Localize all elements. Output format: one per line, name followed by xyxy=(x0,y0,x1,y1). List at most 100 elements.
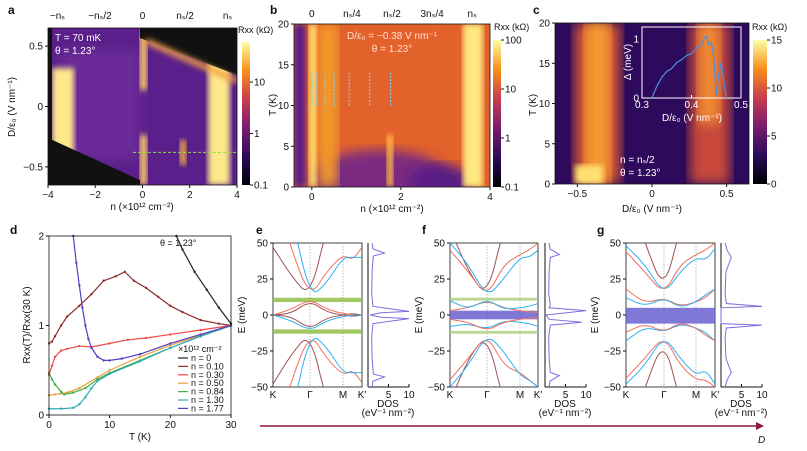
legend-entry: n = 0.50 xyxy=(191,378,224,388)
k-label-f: Γ xyxy=(484,390,490,401)
legend-entry: n = 1.30 xyxy=(191,395,224,405)
data-point xyxy=(138,360,142,363)
data-point xyxy=(108,359,111,362)
inset-y-tick-label: 0 xyxy=(633,94,639,105)
y-tick-g-label: −50 xyxy=(604,383,621,394)
series-line-6 xyxy=(72,235,232,362)
panel-label-e: e xyxy=(256,223,263,237)
data-point xyxy=(199,328,202,332)
k-label-f: K xyxy=(447,390,454,401)
colorbar-tick-label-c: 10 xyxy=(771,84,783,95)
x-tick-b-label: 2 xyxy=(398,192,404,203)
data-point xyxy=(144,336,148,340)
y-tick-f-label: −50 xyxy=(428,383,445,394)
data-point xyxy=(123,270,127,273)
y-tick-d-label: 0 xyxy=(38,411,44,422)
heatmap-b xyxy=(294,24,490,187)
x-axis-label-b: n (×10¹² cm⁻²) xyxy=(360,204,423,215)
y-tick-a-label: 0.5 xyxy=(29,42,43,53)
colorbar-label-a: Rxx (kΩ) xyxy=(238,25,273,35)
band-line-2 xyxy=(450,243,538,291)
y-axis-label-g: E (meV) xyxy=(590,297,601,334)
data-point xyxy=(90,292,93,296)
y-axis-label-a: D/ε₀ (V nm⁻¹) xyxy=(7,77,18,137)
y-axis-label-b: T (K) xyxy=(268,94,279,116)
colorbar-tick-label-c: 15 xyxy=(771,36,783,47)
panel-label-f: f xyxy=(422,223,427,237)
data-point xyxy=(96,355,99,359)
data-point xyxy=(199,318,202,322)
x-tick-a-label: 4 xyxy=(234,190,240,201)
axes: −4 −2 0 2 4 −0.5 0 0.5 −nₛ −nₛ/2 0 nₛ/2 nₛ n (×10¹² c… xyxy=(7,9,783,443)
annotation-b-0: D/ε₀ = −0.38 V nm⁻¹ xyxy=(347,31,438,42)
legend-entry: n = 0 xyxy=(191,353,211,363)
y-axis-label-c: T (K) xyxy=(528,94,539,116)
band-line-8 xyxy=(626,288,715,307)
bands-f xyxy=(450,243,538,387)
data-point xyxy=(84,386,87,390)
data-point xyxy=(169,342,172,345)
y-tick-g-label: −25 xyxy=(604,347,621,358)
band-line-1 xyxy=(644,351,678,387)
band-line-7 xyxy=(450,320,538,329)
data-point xyxy=(157,295,160,299)
y-tick-c-label: 15 xyxy=(539,59,551,70)
dos-unit-g: (eV⁻¹ nm⁻²) xyxy=(715,408,768,419)
data-point xyxy=(78,304,81,308)
y-tick-e-label: 50 xyxy=(257,239,269,250)
x-tick-b-label: 0 xyxy=(309,192,315,203)
data-point xyxy=(169,333,172,336)
data-point xyxy=(114,275,117,278)
data-point xyxy=(87,337,90,341)
colorbar-label-b: Rxx (kΩ) xyxy=(494,22,529,32)
band-line-5 xyxy=(626,341,715,385)
k-label-e: K xyxy=(270,390,277,401)
top-tick-a: −nₛ/2 xyxy=(88,11,112,22)
data-point xyxy=(53,393,57,396)
band-line-8 xyxy=(450,300,538,310)
x-tick-b-label: 4 xyxy=(487,192,493,203)
dos-curve-f xyxy=(545,242,587,388)
data-point xyxy=(78,284,81,287)
data-point xyxy=(90,346,93,350)
y-tick-c-label: 20 xyxy=(539,19,551,30)
band-line-6 xyxy=(297,243,362,293)
colorbar-tick-label-a: 1 xyxy=(254,129,260,140)
data-point xyxy=(126,338,130,342)
y-tick-a-label: 0 xyxy=(37,102,43,113)
data-point xyxy=(59,324,63,327)
inset-x-label: D/ε₀ (V nm⁻¹) xyxy=(662,113,722,124)
y-tick-f-label: 50 xyxy=(434,239,446,250)
colorbar-tick-label-b: 1 xyxy=(505,134,511,145)
highlight-band xyxy=(273,329,362,334)
band-line-0 xyxy=(273,243,324,290)
highlight-band xyxy=(450,330,538,334)
x-tick-c-label: 0.5 xyxy=(720,189,734,200)
data-point xyxy=(90,386,93,390)
data-point xyxy=(75,261,78,265)
top-tick-b: nₛ xyxy=(468,9,478,20)
top-tick-a: −nₛ xyxy=(50,11,65,22)
data-point xyxy=(53,355,57,359)
y-tick-g-label: 25 xyxy=(610,275,622,286)
y-tick-f-label: 0 xyxy=(439,311,445,322)
x-tick-a-label: −2 xyxy=(90,190,102,201)
dos-label-e: DOS xyxy=(377,399,399,410)
x-tick-a-label: −4 xyxy=(42,190,54,201)
highlight-band xyxy=(273,297,362,303)
data-point xyxy=(50,340,54,343)
arrow-head-icon xyxy=(756,422,764,430)
annotation-a-1: θ = 1.23° xyxy=(55,46,95,57)
band-line-3 xyxy=(626,341,715,387)
series-d: n = 0n = 0.10n = 0.30n = 0.50n = 0.84n =… xyxy=(47,234,233,413)
band-line-8 xyxy=(273,301,362,316)
highlight-band xyxy=(626,307,715,324)
bands-g xyxy=(626,243,715,387)
top-tick-a: nₛ/2 xyxy=(176,11,194,22)
band-line-7 xyxy=(297,337,362,387)
data-point xyxy=(217,306,221,309)
band-line-4 xyxy=(289,243,362,290)
k-label-e: K′ xyxy=(358,390,367,401)
data-point xyxy=(120,357,124,360)
